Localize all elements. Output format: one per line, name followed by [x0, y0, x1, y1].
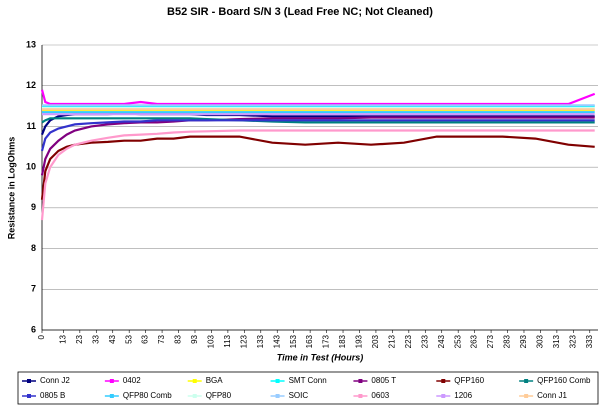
- legend-marker: [524, 394, 529, 398]
- legend-marker: [27, 379, 31, 383]
- x-tick-label: 83: [174, 334, 183, 343]
- x-tick-label: 223: [404, 334, 413, 348]
- legend-marker: [109, 394, 114, 398]
- x-tick-label: 323: [568, 334, 577, 348]
- series-line: [40, 129, 595, 221]
- legend-marker: [441, 379, 446, 383]
- x-tick-label: 103: [207, 334, 216, 348]
- legend-marker: [192, 379, 197, 383]
- y-axis-label: Resistance in LogOhms: [6, 137, 16, 240]
- legend-label: SOIC: [289, 391, 309, 400]
- series-line: [40, 89, 596, 106]
- x-tick-label: 133: [256, 334, 265, 348]
- x-tick-label: 313: [552, 334, 561, 348]
- legend-marker: [275, 394, 280, 398]
- y-tick-label: 7: [31, 284, 36, 294]
- x-tick-label: 303: [536, 334, 545, 348]
- legend-label: 0805 B: [40, 391, 65, 400]
- x-tick-label: 153: [289, 334, 298, 348]
- legend-label: BGA: [206, 376, 224, 385]
- x-tick-label: 243: [437, 334, 446, 348]
- legend-marker: [441, 394, 446, 398]
- legend-marker: [27, 394, 31, 398]
- legend-label: Conn J2: [40, 376, 70, 385]
- y-tick-label: 12: [26, 80, 36, 90]
- x-tick-label: 213: [387, 334, 396, 348]
- legend-label: Conn J1: [537, 391, 567, 400]
- x-tick-label: 73: [157, 334, 166, 343]
- x-tick-label: 183: [338, 334, 347, 348]
- legend-marker: [275, 379, 280, 383]
- x-tick-label: 193: [355, 334, 364, 348]
- x-tick-label: 233: [420, 334, 429, 348]
- legend-marker: [358, 379, 363, 383]
- y-tick-label: 13: [26, 39, 36, 49]
- legend-label: 1206: [454, 391, 472, 400]
- x-tick-label: 293: [519, 334, 528, 348]
- legend-marker: [192, 394, 197, 398]
- x-tick-label: 173: [322, 334, 331, 348]
- x-tick-label: 203: [371, 334, 380, 348]
- legend-marker: [524, 379, 529, 383]
- y-tick-label: 9: [31, 202, 36, 212]
- y-tick-label: 10: [26, 162, 36, 172]
- legend-label: QFP80: [206, 391, 232, 400]
- y-tick-label: 11: [26, 121, 36, 131]
- legend-marker: [109, 379, 114, 383]
- x-tick-label: 23: [75, 334, 84, 343]
- x-axis-label: Time in Test (Hours): [277, 352, 364, 362]
- legend-marker: [358, 394, 363, 398]
- legend-label: QFP80 Comb: [123, 391, 172, 400]
- legend-label: SMT Conn: [289, 376, 327, 385]
- x-tick-label: 33: [91, 334, 100, 343]
- chart-title: B52 SIR - Board S/N 3 (Lead Free NC; Not…: [167, 6, 433, 18]
- x-tick-label: 333: [585, 334, 594, 348]
- legend-label: QFP160: [454, 376, 484, 385]
- series-line: [40, 135, 595, 200]
- x-tick-label: 53: [124, 334, 133, 343]
- x-tick-label: 283: [503, 334, 512, 348]
- legend-label: 0805 T: [371, 376, 396, 385]
- legend-label: 0603: [371, 391, 389, 400]
- x-tick-label: 163: [305, 334, 314, 348]
- x-tick-label: 93: [190, 334, 199, 343]
- y-tick-label: 6: [31, 324, 36, 334]
- y-tick-label: 8: [31, 243, 36, 253]
- x-tick-label: 253: [453, 334, 462, 348]
- x-tick-label: 263: [470, 334, 479, 348]
- x-tick-label: 143: [272, 334, 281, 348]
- x-tick-label: 273: [486, 334, 495, 348]
- x-tick-label: 123: [239, 334, 248, 348]
- x-tick-label: 63: [141, 334, 150, 343]
- series-line: [40, 119, 595, 152]
- x-tick-label: 13: [58, 334, 67, 343]
- legend-label: QFP160 Comb: [537, 376, 591, 385]
- x-tick-label: 113: [223, 334, 232, 347]
- x-tick-label: 43: [108, 334, 117, 343]
- plot-area: [42, 45, 598, 330]
- legend-box: [17, 371, 599, 405]
- x-tick-label: 0: [37, 334, 46, 339]
- legend-label: 0402: [123, 376, 141, 385]
- series-line: [41, 117, 595, 124]
